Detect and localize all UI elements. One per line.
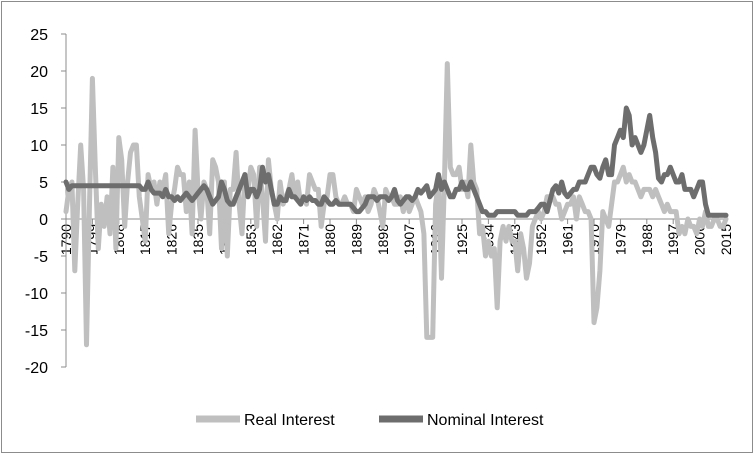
y-tick-label: -10 — [25, 286, 48, 303]
y-tick-label: 25 — [30, 27, 48, 44]
y-tick-label: -15 — [25, 323, 48, 340]
x-tick-label: 1853 — [243, 224, 259, 255]
y-tick-label: -5 — [34, 249, 48, 266]
x-tick-label: 1979 — [612, 224, 628, 255]
legend: Real Interest Nominal Interest — [196, 412, 544, 429]
y-tick-label: 20 — [30, 64, 48, 81]
x-tick-label: 1961 — [560, 224, 576, 255]
series-line-nominal-interest — [63, 105, 729, 218]
x-tick-label: 1862 — [269, 224, 285, 255]
x-tick-label: 1871 — [296, 224, 312, 255]
legend-label: Real Interest — [244, 412, 335, 429]
y-tick-label: 15 — [30, 101, 48, 118]
x-tick-label: 1952 — [533, 224, 549, 255]
y-tick-label: 0 — [39, 212, 48, 229]
x-tick-label: 1988 — [639, 224, 655, 255]
x-tick-label: 2015 — [718, 224, 734, 255]
x-tick-label: 1889 — [348, 224, 364, 255]
series-line-real-interest — [63, 61, 729, 348]
series-group — [63, 61, 729, 348]
legend-label: Nominal Interest — [427, 412, 544, 429]
x-tick-label: 1898 — [375, 224, 391, 255]
x-axis-ticks: 1790 1799 1808 1817 1826 1835 1844 1853 1862 1871… — [58, 219, 734, 255]
y-axis-ticks: 25 20 15 10 5 0 -5 -10 -15 -20 — [25, 27, 66, 377]
x-tick-label: 1925 — [454, 224, 470, 255]
x-tick-label: 1880 — [322, 224, 338, 255]
y-tick-label: 10 — [30, 138, 48, 155]
y-tick-label: 5 — [39, 175, 48, 192]
x-tick-label: 1907 — [401, 224, 417, 255]
y-tick-label: -20 — [25, 360, 48, 377]
